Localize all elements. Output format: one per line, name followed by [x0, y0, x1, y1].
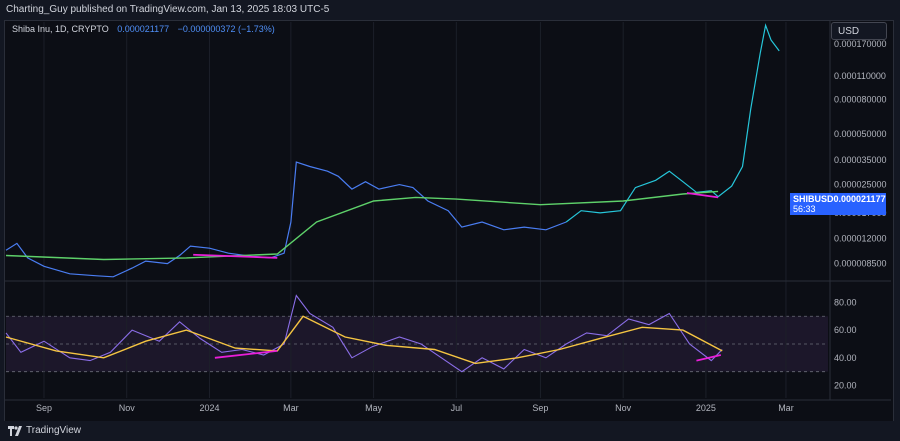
publisher-bar: Charting_Guy published on TradingView.co… — [0, 0, 900, 20]
tradingview-logo[interactable]: TradingView — [8, 425, 81, 436]
x-axis-ticks: Sep Nov 2024 Mar May Jul Sep Nov 2025 Mar — [36, 403, 794, 413]
price-divergence-line[interactable] — [193, 253, 278, 259]
time-axis-label: Sep — [532, 403, 548, 413]
rsi-divergence-line[interactable] — [214, 349, 278, 359]
price-axis-label: 0.000110000 — [834, 71, 886, 81]
publisher-text: Charting_Guy published on TradingView.co… — [6, 4, 330, 15]
rsi-axis-label: 40.00 — [834, 353, 857, 363]
price-line[interactable] — [5, 161, 567, 278]
tradingview-icon — [8, 425, 22, 436]
last-price-tag: SHIBUSD 0.000021177 56:33 — [790, 193, 886, 215]
rsi-background — [6, 315, 828, 373]
rsi-divergence-line[interactable] — [696, 354, 722, 362]
rsi-axis-label: 80.00 — [834, 297, 857, 307]
price-axis-label: 0.000012000 — [834, 233, 887, 243]
rsi-series — [5, 294, 723, 373]
currency-button[interactable]: USD — [831, 22, 887, 40]
price-divergence-line[interactable] — [686, 192, 719, 199]
rsi-axis-label: 20.00 — [834, 381, 857, 391]
symbol-change: −0.000000372 (−1.73%) — [177, 24, 275, 34]
price-tag-countdown: 56:33 — [793, 204, 816, 214]
symbol-price: 0.000021177 — [117, 24, 170, 34]
price-axis-label: 0.000035000 — [834, 155, 887, 165]
brand-name: TradingView — [26, 425, 82, 436]
price-axis-label: 0.000080000 — [834, 94, 887, 104]
moving-average-line[interactable] — [5, 190, 719, 261]
time-axis-label: Nov — [615, 403, 632, 413]
time-axis-label: May — [365, 403, 383, 413]
price-axis-label: 0.000050000 — [834, 129, 887, 139]
symbol-legend[interactable]: Shiba Inu, 1D, CRYPTO 0.000021177 −0.000… — [12, 24, 275, 34]
time-axis-label: Sep — [36, 403, 52, 413]
price-axis-label: 0.000008500 — [834, 259, 887, 269]
time-axis-label: Mar — [778, 403, 794, 413]
time-axis-label: Nov — [119, 403, 136, 413]
symbol-name: Shiba Inu, 1D, CRYPTO — [12, 24, 109, 34]
price-axis-label: 0.000170000 — [834, 39, 887, 49]
price-tag-price: 0.000021177 — [833, 194, 886, 204]
price-line-recent[interactable] — [565, 23, 780, 223]
time-axis-label: Jul — [451, 403, 463, 413]
rsi-line[interactable] — [5, 294, 723, 373]
rsi-axis-label: 60.00 — [834, 325, 857, 335]
price-axis-label: 0.000025000 — [834, 180, 887, 190]
price-tag-ticker: SHIBUSD — [793, 194, 834, 204]
price-series — [5, 23, 780, 278]
time-axis-label: 2024 — [199, 403, 219, 413]
time-axis-label: Mar — [283, 403, 299, 413]
footer-bar: TradingView — [0, 421, 900, 441]
rsi-ma-line[interactable] — [5, 315, 723, 365]
time-axis-label: 2025 — [696, 403, 716, 413]
